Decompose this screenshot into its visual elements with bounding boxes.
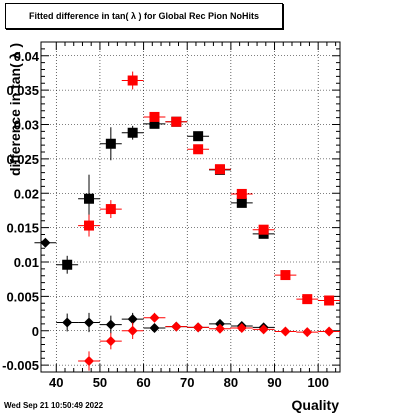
square-marker <box>193 131 204 142</box>
square-marker <box>105 204 116 215</box>
data-point <box>274 326 297 337</box>
square-marker <box>149 118 160 129</box>
chart-title: Fitted difference in tan( λ ) for Global… <box>28 11 260 21</box>
diamond-marker <box>280 326 291 337</box>
data-point <box>99 315 122 334</box>
square-marker <box>84 193 95 204</box>
x-tick-label: 100 <box>307 375 329 390</box>
diamond-marker <box>84 317 95 328</box>
data-point <box>187 131 210 142</box>
diamond-marker <box>149 312 160 323</box>
diamond-marker <box>258 324 269 335</box>
square-marker <box>236 197 247 208</box>
diamond-marker <box>171 321 182 332</box>
x-tick-label: 60 <box>136 375 150 390</box>
data-point <box>187 144 210 155</box>
y-tick-label: 0.03 <box>14 118 39 133</box>
data-point <box>209 164 231 175</box>
square-marker <box>236 188 247 199</box>
data-point <box>209 323 231 334</box>
x-axis-label: Quality <box>292 397 340 413</box>
title-box: Fitted difference in tan( λ ) for Global… <box>5 3 283 29</box>
square-marker <box>84 220 95 231</box>
timestamp: Wed Sep 21 10:50:49 2022 <box>4 401 104 410</box>
data-point <box>99 127 122 161</box>
data-point <box>296 294 319 305</box>
data-point <box>230 197 253 208</box>
x-tick-label: 80 <box>224 375 238 390</box>
data-point <box>56 313 79 332</box>
data-point <box>165 116 188 127</box>
data-point <box>121 71 144 90</box>
diamond-marker <box>324 326 335 337</box>
data-point <box>252 224 275 235</box>
x-tick-label: 90 <box>267 375 281 390</box>
diamond-marker <box>302 327 313 338</box>
square-marker <box>127 127 138 138</box>
data-point <box>165 321 188 332</box>
y-tick-label: 0.015 <box>6 221 39 236</box>
data-point <box>230 323 253 333</box>
diamond-marker <box>127 325 138 336</box>
diamond-marker <box>105 319 116 330</box>
square-marker <box>302 294 313 305</box>
data-point <box>121 322 144 339</box>
y-tick-label: 0.005 <box>6 289 39 304</box>
data-point <box>143 323 166 333</box>
data-point <box>274 270 297 281</box>
diamond-marker <box>149 323 160 333</box>
square-marker <box>171 116 182 127</box>
data-point <box>78 351 100 371</box>
square-marker <box>127 75 138 86</box>
square-marker <box>214 164 225 175</box>
axis-tick-labels: 40 50 60 70 80 90 100 -0.005 0 0.005 0.01 0.015 0.02… <box>2 49 329 390</box>
y-tick-label: 0.025 <box>6 152 39 167</box>
chart-grid <box>41 42 340 372</box>
x-tick-label: 70 <box>180 375 194 390</box>
y-tick-label: 0.01 <box>14 255 39 270</box>
y-tick-label: 0.04 <box>14 49 40 64</box>
diamond-marker <box>105 336 116 347</box>
y-tick-label: 0.02 <box>14 186 39 201</box>
y-tick-label: 0.035 <box>6 83 39 98</box>
diamond-marker <box>214 323 225 334</box>
data-markers <box>34 71 340 371</box>
diamond-marker <box>84 356 95 366</box>
diamond-marker <box>193 322 204 333</box>
data-point <box>56 255 79 274</box>
square-marker <box>258 224 269 235</box>
square-marker <box>324 295 335 306</box>
axis-ticks <box>41 41 340 373</box>
x-tick-label: 40 <box>49 375 63 390</box>
square-marker <box>149 111 160 122</box>
square-marker <box>105 138 116 149</box>
diamond-marker <box>127 314 138 325</box>
data-point <box>230 188 253 199</box>
data-point <box>99 332 122 350</box>
diamond-marker <box>40 237 51 248</box>
data-point <box>34 237 57 248</box>
square-marker <box>280 270 291 281</box>
x-tick-label: 50 <box>93 375 107 390</box>
data-point <box>252 324 275 335</box>
data-point <box>296 327 319 338</box>
data-point <box>78 312 100 333</box>
square-marker <box>193 144 204 155</box>
data-point <box>318 326 340 337</box>
diamond-marker <box>236 323 247 333</box>
data-point <box>143 111 166 122</box>
data-point <box>187 322 210 333</box>
y-tick-label: -0.005 <box>2 358 39 373</box>
data-point <box>78 214 100 237</box>
data-point <box>143 312 166 323</box>
data-point <box>318 295 340 306</box>
data-point <box>121 125 144 140</box>
diamond-marker <box>62 317 73 328</box>
square-marker <box>62 259 73 270</box>
y-axis-label: difference in tan( λ ) <box>7 43 23 176</box>
y-tick-label: 0 <box>32 324 39 339</box>
data-point <box>99 200 122 218</box>
